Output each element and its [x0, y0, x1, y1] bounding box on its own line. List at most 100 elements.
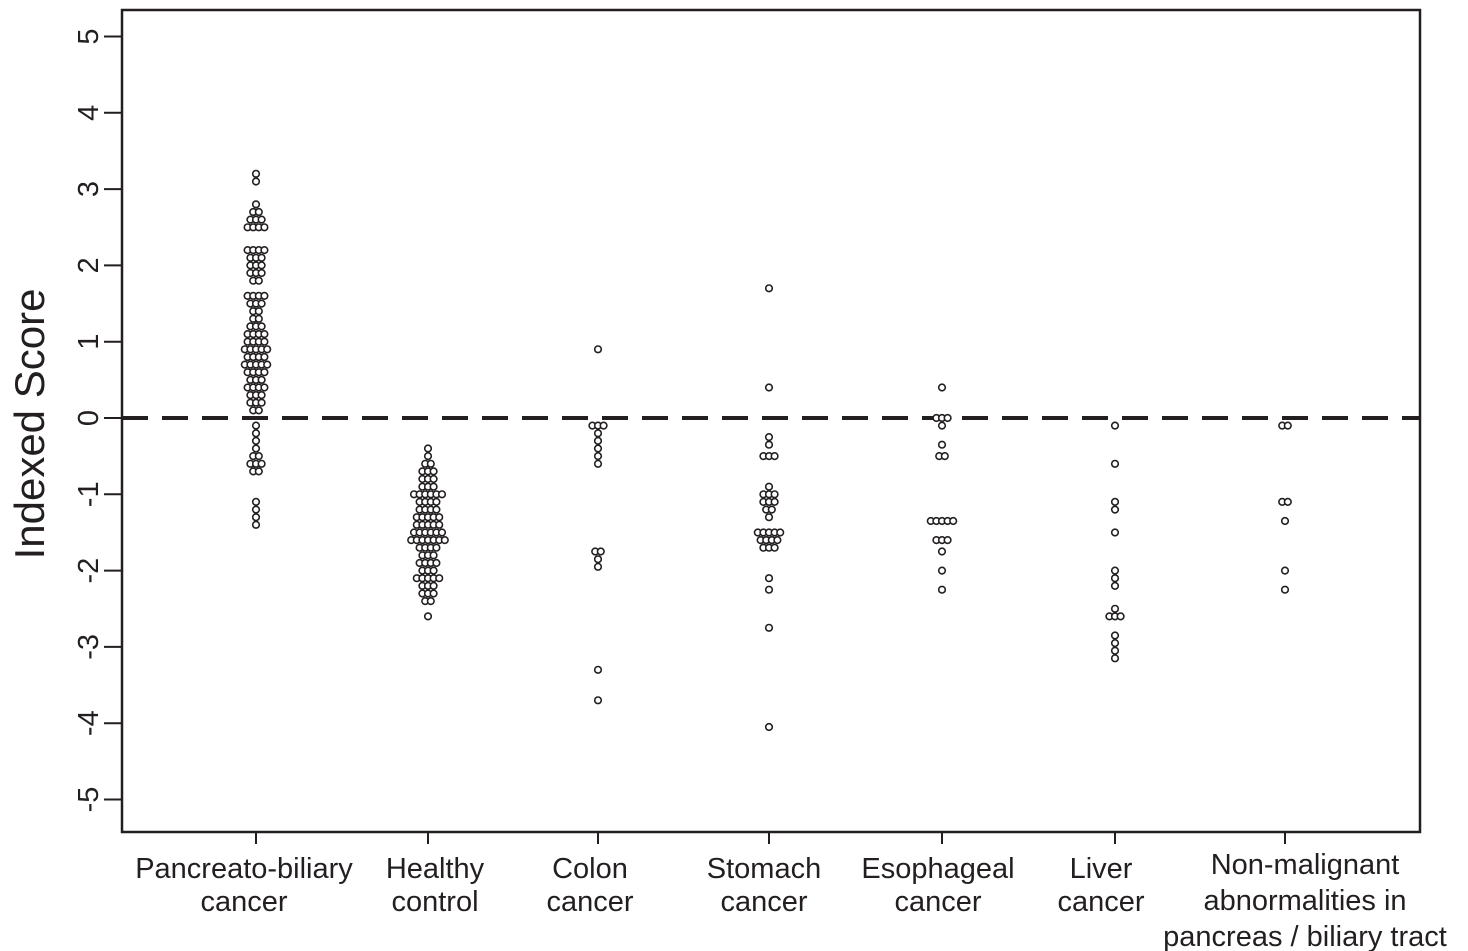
data-point: [257, 215, 266, 224]
data-point: [937, 585, 947, 594]
data-point: [1110, 459, 1120, 468]
data-point: [437, 490, 447, 499]
data-point: [251, 169, 261, 178]
data-point: [593, 696, 603, 705]
y-tick-label: 1: [73, 334, 105, 350]
data-point: [943, 535, 952, 545]
data-point: [1116, 612, 1125, 621]
data-point: [251, 444, 261, 453]
x-category-label: Colon: [552, 853, 628, 885]
data-point: [937, 440, 947, 449]
data-point: [263, 360, 272, 369]
x-category-label: Non-malignant: [1211, 849, 1400, 881]
data-point: [1280, 566, 1290, 575]
data-point: [257, 459, 266, 468]
data-point: [593, 665, 603, 674]
data-point: [593, 555, 603, 564]
data-point: [251, 436, 261, 446]
data-point: [429, 589, 438, 598]
data-point: [764, 574, 774, 583]
data-point: [770, 490, 779, 499]
data-point: [429, 467, 438, 476]
data-point: [251, 429, 261, 438]
data-point: [764, 623, 774, 632]
x-category-label: Healthy: [386, 853, 485, 885]
data-point: [596, 547, 605, 556]
data-point: [432, 543, 441, 552]
data-point: [593, 436, 603, 446]
data-point: [764, 284, 774, 293]
data-point: [764, 482, 774, 491]
data-point: [1110, 574, 1120, 583]
data-point: [254, 406, 263, 415]
x-axis: Pancreato-biliarycancerHealthycontrolCol…: [135, 832, 1447, 951]
data-point: [254, 276, 263, 285]
data-point: [260, 337, 269, 346]
data-point: [429, 566, 438, 575]
data-point: [767, 505, 776, 514]
data-point: [764, 513, 774, 522]
data-point: [260, 368, 269, 377]
data-points: [240, 169, 1292, 732]
data-point: [764, 383, 774, 392]
data-point: [263, 345, 272, 354]
data-point: [437, 528, 447, 537]
data-point: [1110, 566, 1120, 575]
data-point: [432, 558, 441, 568]
data-point: [257, 375, 266, 385]
data-point: [429, 474, 438, 484]
data-point: [1110, 505, 1120, 514]
data-point: [1280, 585, 1290, 594]
data-point: [423, 452, 433, 461]
data-point: [423, 612, 433, 621]
data-point: [1283, 497, 1292, 507]
data-point: [260, 223, 269, 232]
data-point: [937, 566, 947, 575]
x-category-label: Pancreato-biliary: [135, 853, 353, 885]
data-point: [426, 596, 435, 606]
data-point: [432, 497, 441, 507]
data-point: [260, 246, 269, 255]
data-point: [1280, 516, 1290, 526]
y-tick-label: 0: [73, 410, 105, 426]
data-point: [1110, 581, 1120, 591]
y-tick-label: -5: [73, 787, 105, 813]
data-point: [764, 433, 774, 442]
data-point: [773, 535, 782, 545]
data-point: [251, 200, 261, 209]
data-point: [593, 562, 603, 571]
y-tick-label: -4: [73, 710, 105, 736]
data-point: [1110, 646, 1120, 655]
y-tick-label: -1: [73, 481, 105, 507]
x-category-label: abnormalities in: [1203, 885, 1406, 917]
data-point: [257, 261, 266, 270]
data-point: [257, 322, 266, 331]
x-category-label: Esophageal: [861, 853, 1014, 885]
data-point: [764, 440, 774, 449]
data-point: [251, 177, 261, 186]
x-category-label: cancer: [546, 886, 633, 918]
data-point: [254, 452, 263, 461]
data-point: [940, 452, 949, 461]
plot-frame: [120, 8, 1422, 834]
y-tick-label: 3: [73, 181, 105, 197]
data-point: [257, 391, 266, 400]
data-point: [257, 268, 266, 278]
data-point: [937, 421, 947, 430]
y-tick-label: 2: [73, 257, 105, 273]
data-point: [254, 207, 263, 217]
data-point: [770, 543, 779, 552]
x-category-label: cancer: [200, 886, 287, 918]
data-point: [435, 520, 444, 529]
data-point: [251, 505, 261, 514]
x-category-label: Stomach: [707, 853, 821, 885]
data-point: [937, 383, 947, 392]
data-point: [435, 513, 444, 522]
data-point: [1110, 631, 1120, 640]
data-point: [764, 722, 774, 732]
data-point: [599, 421, 608, 430]
data-point: [770, 452, 779, 461]
data-point: [593, 429, 603, 438]
data-point: [1283, 421, 1292, 430]
